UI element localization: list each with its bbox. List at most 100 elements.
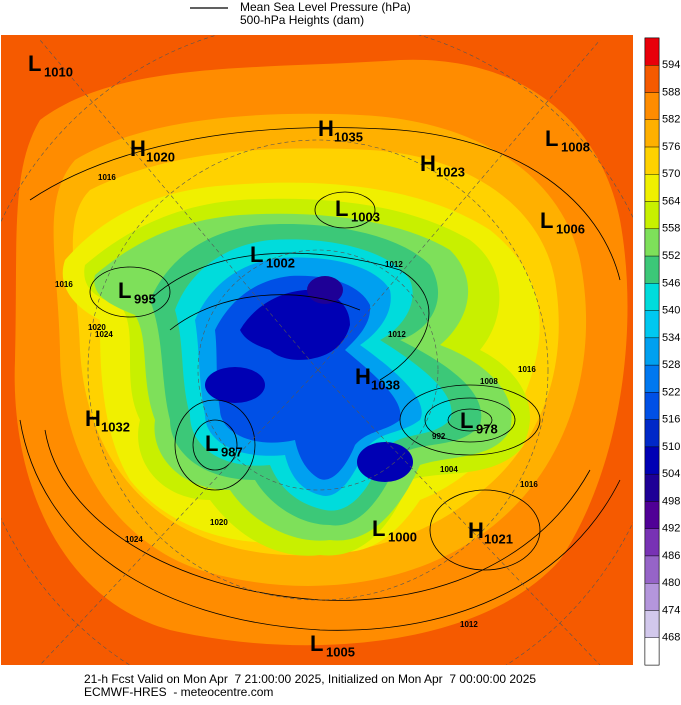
system-letter: L — [540, 208, 553, 233]
isobar-label: 1004 — [440, 465, 458, 474]
system-letter: L — [250, 242, 263, 267]
colorbar-bin — [644, 501, 660, 529]
colorbar-label: 588 — [662, 86, 680, 98]
colorbar-bin — [644, 446, 660, 475]
isobar-label: 1008 — [480, 377, 498, 386]
colorbar-bin — [644, 473, 660, 502]
colorbar-label: 552 — [662, 250, 680, 262]
system-letter: L — [118, 278, 131, 303]
colorbar-bin — [644, 528, 660, 557]
colorbar-label: 516 — [662, 414, 680, 426]
isobar-label: 1024 — [125, 535, 143, 544]
isobar-label: 1012 — [388, 330, 406, 339]
system-pressure: 978 — [476, 421, 498, 436]
system-letter: H — [355, 364, 371, 389]
colorbar-bin — [644, 419, 660, 448]
system-letter: L — [372, 516, 385, 541]
system-pressure: 1038 — [371, 377, 400, 392]
colorbar-label: 486 — [662, 550, 680, 562]
isobar-label: 1012 — [385, 260, 403, 269]
system-pressure: 1000 — [388, 529, 417, 544]
system-letter: L — [460, 408, 473, 433]
colorbar-label: 522 — [662, 386, 680, 398]
colorbar-bin — [644, 119, 660, 148]
system-pressure: 1002 — [266, 255, 295, 270]
system-letter: L — [205, 431, 218, 456]
isobar-label: 1012 — [460, 620, 478, 629]
colorbar-label: 558 — [662, 223, 680, 235]
isobar-label: 1016 — [520, 480, 538, 489]
system-letter: L — [28, 51, 41, 76]
colorbar-label: 564 — [662, 195, 680, 207]
system-pressure: 1010 — [44, 64, 73, 79]
colorbar-label: 534 — [662, 332, 680, 344]
colorbar-label: 582 — [662, 114, 680, 126]
colorbar-bin — [644, 65, 660, 93]
isobar-label: 1024 — [95, 330, 113, 339]
colorbar-bin — [644, 637, 660, 666]
colorbar-label: 570 — [662, 168, 680, 180]
system-pressure: 1020 — [146, 149, 175, 164]
system-letter: H — [468, 518, 484, 543]
system-pressure: 1032 — [101, 419, 130, 434]
colorbar-bin — [644, 555, 660, 584]
colorbar-label: 474 — [662, 604, 680, 616]
isobar-label: 992 — [432, 432, 446, 441]
field-504 — [205, 367, 265, 403]
colorbar-bin — [644, 174, 660, 202]
colorbar-label: 546 — [662, 277, 680, 289]
colorbar-bin — [644, 228, 660, 257]
system-pressure: 1003 — [351, 209, 380, 224]
colorbar-bin — [644, 392, 660, 420]
latitude-lines — [1, 35, 633, 665]
colorbar-label: 594 — [662, 59, 680, 71]
colorbar-bin — [644, 583, 660, 611]
isobar-label: 1020 — [88, 323, 106, 332]
colorbar-label: 480 — [662, 577, 680, 589]
system-pressure: 1035 — [334, 129, 363, 144]
footer-text: ECMWF-HRES - meteocentre.com — [84, 685, 273, 699]
system-letter: L — [335, 196, 348, 221]
isobar-label: 1016 — [518, 365, 536, 374]
footer-text: 21-h Fcst Valid on Mon Apr 7 21:00:00 20… — [84, 672, 536, 686]
system-letter: H — [318, 116, 334, 141]
colorbar-bin — [644, 364, 660, 393]
isobar-label: 1016 — [55, 280, 73, 289]
system-pressure: 987 — [221, 444, 243, 459]
colorbar-bin — [644, 610, 660, 638]
system-letter: L — [545, 126, 558, 151]
system-pressure: 1021 — [484, 531, 513, 546]
system-pressure: 1008 — [561, 139, 590, 154]
field-498 — [307, 276, 343, 304]
colorbar-bin — [644, 146, 660, 175]
colorbar-bin — [644, 283, 660, 311]
system-letter: L — [310, 631, 323, 656]
colorbar-bin — [644, 37, 660, 66]
system-letter: H — [420, 151, 436, 176]
colorbar-label: 492 — [662, 523, 680, 535]
colorbar-label: 504 — [662, 468, 680, 480]
legend-text: Mean Sea Level Pressure (hPa) — [240, 0, 411, 14]
colorbar-label: 498 — [662, 495, 680, 507]
colorbar-label: 576 — [662, 141, 680, 153]
system-pressure: 995 — [134, 291, 156, 306]
field-504 — [357, 442, 413, 482]
colorbar-bin — [644, 310, 660, 339]
colorbar-bin — [644, 337, 660, 366]
isobar-label: 1016 — [98, 173, 116, 182]
colorbar-label: 510 — [662, 441, 680, 453]
colorbar-label: 528 — [662, 359, 680, 371]
system-pressure: 1005 — [326, 644, 355, 659]
colorbar-label: 540 — [662, 305, 680, 317]
field-504 — [240, 290, 350, 360]
isobar-label: 1020 — [210, 518, 228, 527]
system-letter: H — [85, 406, 101, 431]
system-pressure: 1006 — [556, 221, 585, 236]
system-letter: H — [130, 136, 146, 161]
colorbar-bin — [644, 92, 660, 120]
colorbar-label: 468 — [662, 632, 680, 644]
colorbar-bin — [644, 255, 660, 284]
